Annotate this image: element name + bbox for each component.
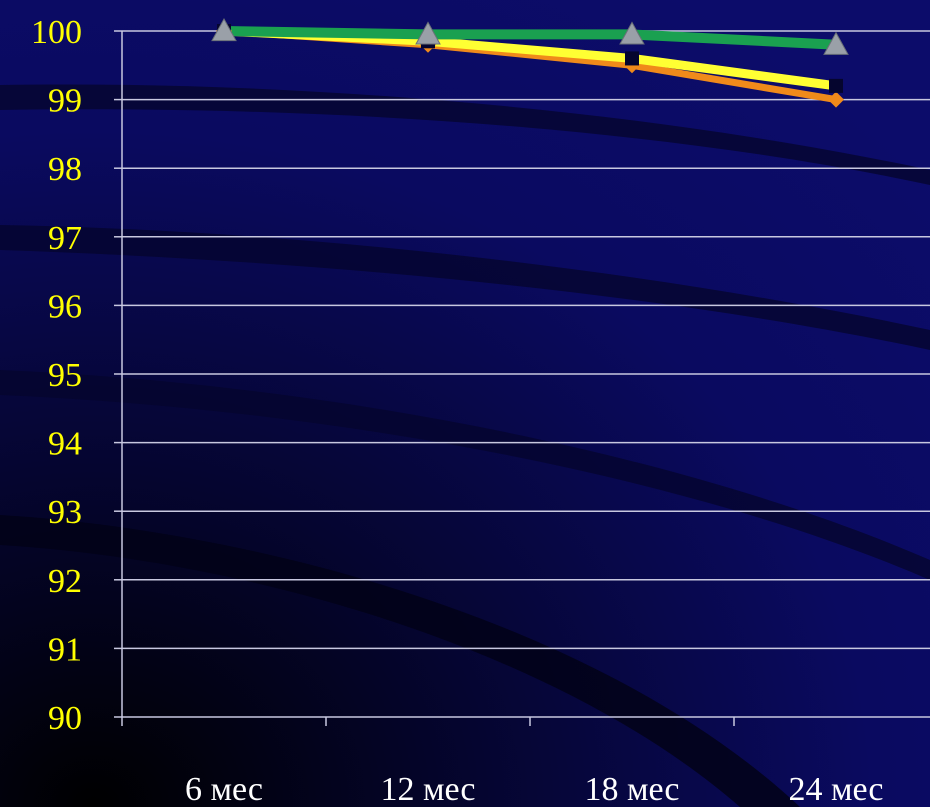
background-swoosh xyxy=(0,515,800,807)
y-tick-label: 97 xyxy=(48,220,82,257)
data-point-triangle xyxy=(823,31,849,55)
y-tick-label: 100 xyxy=(31,14,82,51)
x-tick-label: 12 мес xyxy=(380,771,475,807)
y-tick-label: 99 xyxy=(48,83,82,120)
data-point-square xyxy=(829,78,843,93)
data-point-triangle xyxy=(211,17,237,42)
y-tick-label: 94 xyxy=(48,426,82,463)
y-tick-label: 91 xyxy=(48,631,82,668)
y-tick-label: 96 xyxy=(48,288,82,325)
y-tick-label: 90 xyxy=(48,700,82,737)
background-swoosh xyxy=(0,225,930,350)
series-line xyxy=(223,26,837,50)
background-swoosh xyxy=(0,84,930,185)
x-tick-label: 6 мес xyxy=(185,771,263,807)
y-tick-label: 93 xyxy=(48,494,82,531)
data-point-square xyxy=(625,51,639,66)
data-point-triangle xyxy=(619,21,645,45)
background-swoosh xyxy=(0,370,930,580)
x-tick-label: 18 мес xyxy=(584,771,679,807)
y-tick-label: 95 xyxy=(48,357,82,394)
data-point-triangle xyxy=(415,21,441,45)
y-tick-label: 98 xyxy=(48,151,82,188)
data-point-diamond xyxy=(828,91,844,108)
x-tick-label: 24 мес xyxy=(788,771,883,807)
y-tick-label: 92 xyxy=(48,563,82,600)
